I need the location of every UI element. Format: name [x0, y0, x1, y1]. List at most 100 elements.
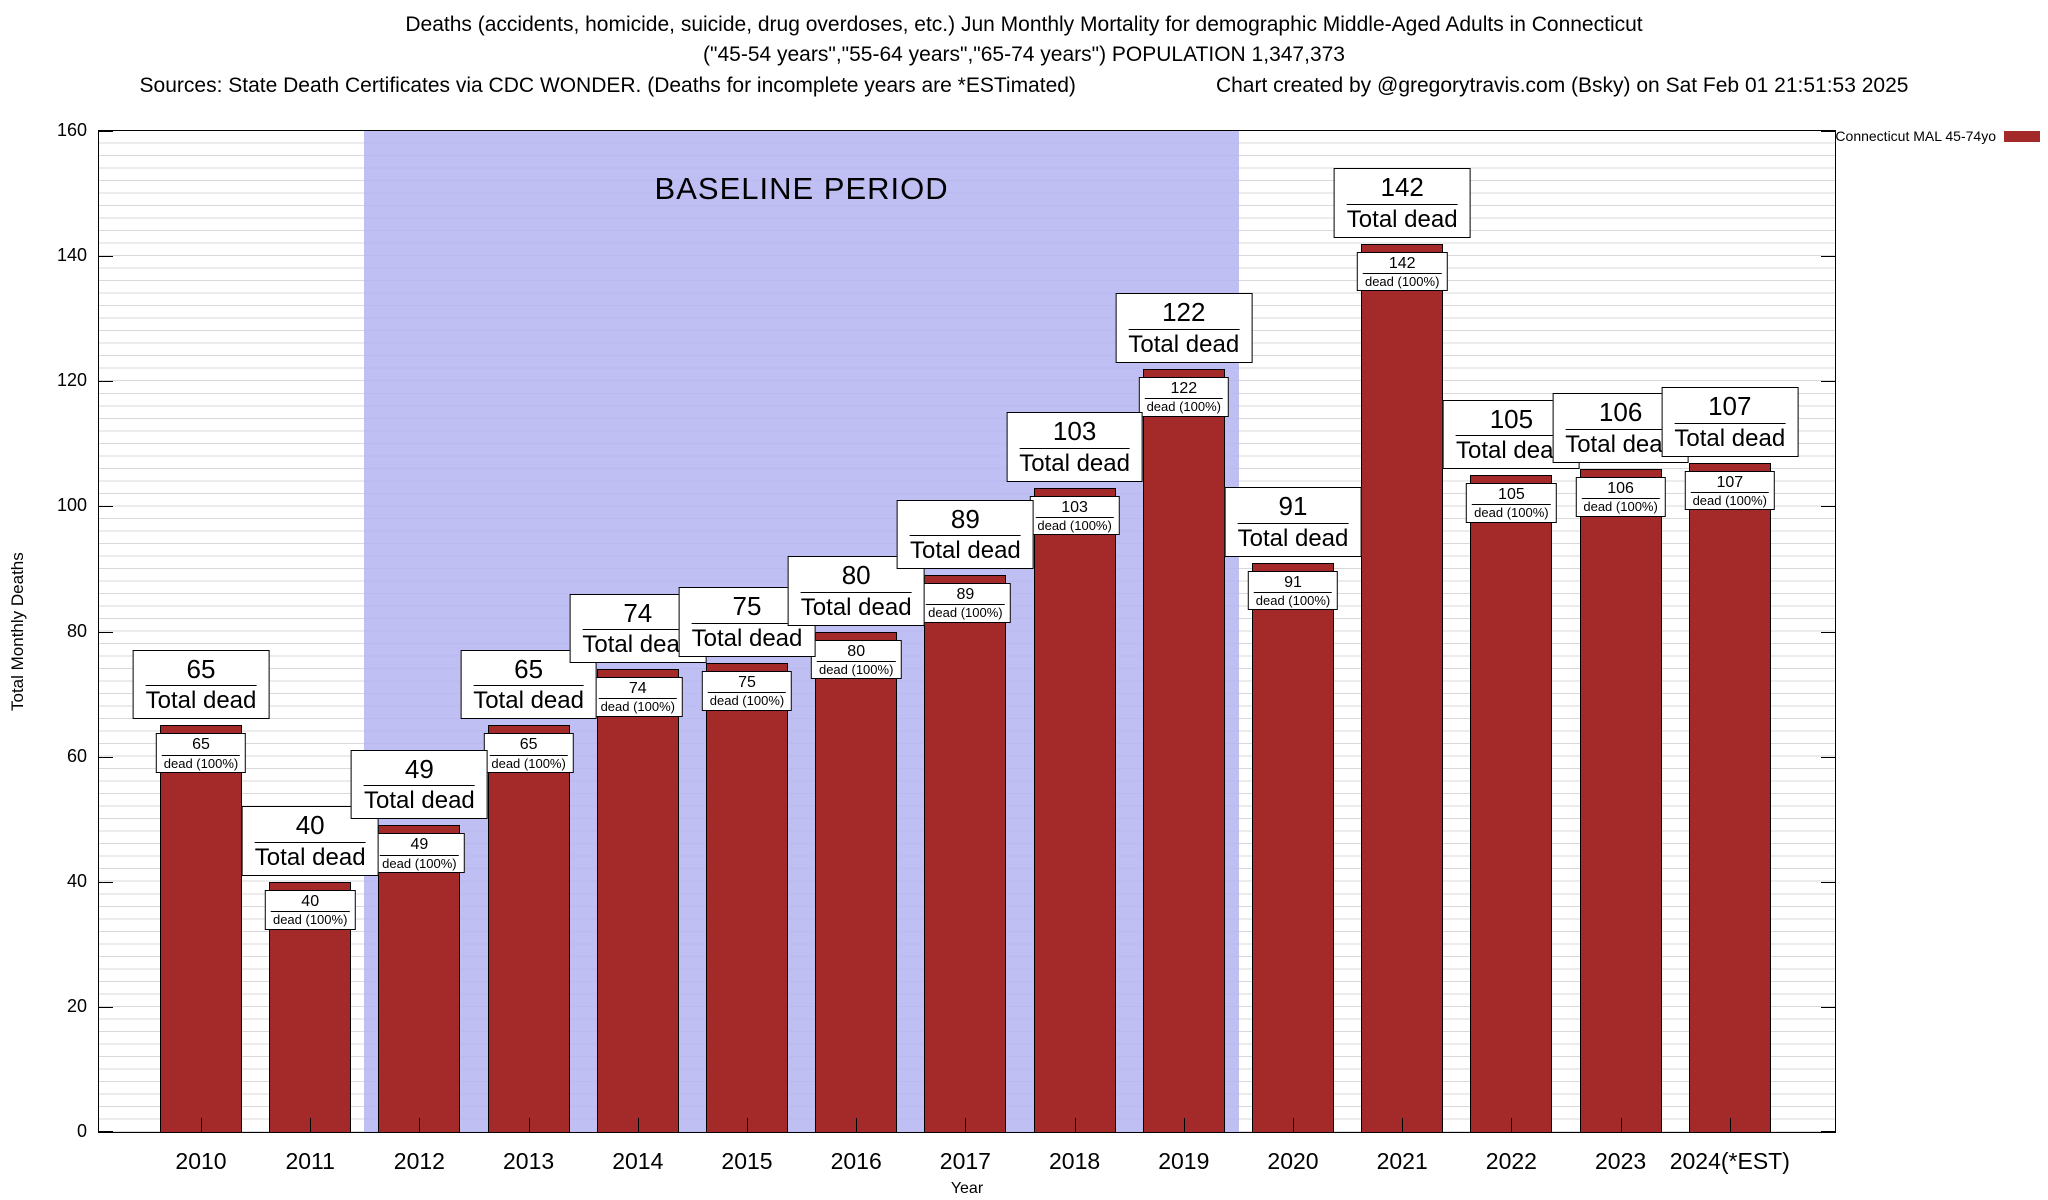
bar-inner-suffix: dead (100%) [1474, 505, 1549, 521]
x-category-label: 2023 [1595, 1148, 1647, 1174]
y-tick-label: 160 [56, 120, 87, 140]
bar-total-suffix: Total dead [1237, 524, 1349, 552]
y-tick-label: 100 [56, 495, 87, 516]
bar-total-value: 91 [1237, 490, 1349, 524]
sources-note: Sources: State Death Certificates via CD… [139, 73, 1076, 97]
x-axis-title: Year [950, 1180, 984, 1197]
bar-total-suffix: Total dead [254, 843, 366, 871]
bar-total-suffix: Total dead [1565, 430, 1676, 458]
chart-subheader: Sources: State Death Certificates via CD… [0, 71, 2048, 101]
bar-total-value: 75 [691, 590, 803, 624]
x-category-label: 2010 [175, 1148, 227, 1174]
bar-inner-label: 142 dead (100%) [1356, 251, 1448, 292]
bar-total-suffix: Total dead [145, 687, 257, 715]
bar-inner-label: 49 dead (100%) [374, 833, 465, 874]
bar-total-value: 107 [1674, 390, 1786, 424]
bar-inner-value: 106 [1581, 479, 1660, 500]
bar-inner-value: 142 [1362, 254, 1442, 274]
bar-inner-label: 122 dead (100%) [1138, 376, 1230, 417]
bar [1252, 562, 1334, 1132]
bar-total-value: 89 [910, 503, 1021, 537]
x-tick-mark [310, 1118, 312, 1132]
bar-inner-suffix: dead (100%) [709, 692, 785, 708]
chart-title-line2: ("45-54 years","55-64 years","65-74 year… [703, 43, 1345, 67]
bar-inner-value: 74 [598, 679, 678, 700]
bar-total-value: 65 [145, 653, 257, 687]
y-tick-mark-right [1821, 881, 1835, 883]
bar-inner-suffix: dead (100%) [491, 755, 566, 771]
y-tick-mark-right [1821, 631, 1835, 633]
bar [924, 575, 1007, 1132]
x-category-label: 2022 [1485, 1148, 1537, 1174]
x-category-label: 2019 [1158, 1148, 1210, 1174]
credit-note: Chart created by @gregorytravis.com (Bsk… [1215, 73, 1909, 97]
bar-total-suffix: Total dead [800, 593, 912, 621]
bar-inner-value: 107 [1690, 473, 1770, 493]
y-tick-mark-left [99, 381, 113, 383]
bar-inner-suffix: dead (100%) [1037, 517, 1112, 533]
bar-total-label: 107 Total dead [1661, 387, 1799, 457]
bar [596, 669, 679, 1132]
legend-swatch [2004, 130, 2040, 142]
y-tick-mark-left [99, 1006, 113, 1008]
bar-total-suffix: Total dead [1346, 205, 1458, 233]
x-category-label: 2015 [721, 1148, 773, 1174]
bar-total-suffix: Total dead [582, 631, 694, 659]
x-tick-mark [747, 1118, 748, 1132]
x-tick-mark [1729, 1118, 1731, 1132]
x-category-label: 2017 [939, 1148, 991, 1174]
bar-total-value: 105 [1456, 403, 1567, 437]
bar [1579, 468, 1662, 1132]
y-tick-mark-left [99, 256, 113, 258]
bar-inner-value: 65 [489, 735, 568, 756]
bar-inner-value: 122 [1144, 379, 1224, 399]
bar-total-value: 103 [1019, 415, 1130, 449]
y-tick-mark-right [1821, 1131, 1835, 1132]
bar [487, 725, 570, 1132]
bar [1033, 487, 1116, 1132]
bar-inner-suffix: dead (100%) [928, 605, 1003, 621]
x-tick-mark [1402, 1118, 1404, 1132]
bar-inner-suffix: dead (100%) [1692, 492, 1768, 508]
bar-total-suffix: Total dead [473, 687, 584, 715]
baseline-period-label: BASELINE PERIOD [654, 171, 949, 206]
bar-inner-value: 89 [926, 585, 1005, 606]
bar-inner-value: 80 [816, 642, 896, 662]
bar-inner-label: 89 dead (100%) [920, 583, 1011, 623]
y-tick-label: 120 [56, 370, 87, 391]
x-category-label: 2020 [1267, 1148, 1319, 1174]
bar-inner-value: 49 [380, 835, 459, 856]
y-tick-mark-right [1821, 756, 1835, 758]
x-tick-mark [201, 1118, 202, 1132]
legend-label: Connecticut MAL 45-74yo [1835, 128, 1996, 144]
y-tick-mark-left [99, 881, 113, 883]
bar-total-value: 142 [1346, 171, 1458, 205]
bar-inner-label: 65 dead (100%) [483, 733, 574, 774]
y-tick-mark-left [99, 506, 113, 508]
bar [1688, 462, 1771, 1132]
y-tick-label: 80 [66, 620, 87, 641]
bar-inner-label: 91 dead (100%) [1247, 570, 1339, 611]
x-tick-mark [637, 1118, 639, 1132]
bar-total-label: 80 Total dead [787, 556, 925, 626]
bar-inner-suffix: dead (100%) [818, 661, 894, 677]
y-tick-mark-left [99, 756, 113, 758]
y-tick-label: 60 [66, 745, 87, 766]
bar-inner-value: 75 [707, 673, 787, 693]
bar-total-label: 49 Total dead [351, 749, 488, 820]
bar-total-label: 40 Total dead [241, 806, 379, 876]
x-category-label: 2013 [503, 1148, 555, 1174]
bar-inner-suffix: dead (100%) [1583, 499, 1658, 515]
chart-header: Deaths (accidents, homicide, suicide, dr… [0, 10, 2048, 101]
x-tick-mark [1074, 1118, 1076, 1132]
bar-total-suffix: Total dead [1456, 437, 1567, 465]
x-category-label: 2012 [393, 1148, 445, 1174]
bar-inner-label: 74 dead (100%) [592, 677, 684, 717]
bar [706, 662, 788, 1132]
bar-inner-label: 80 dead (100%) [810, 639, 902, 680]
y-tick-mark-right [1821, 131, 1835, 132]
bar-inner-value: 105 [1472, 485, 1551, 506]
bar-inner-suffix: dead (100%) [600, 699, 676, 715]
bar-inner-label: 107 dead (100%) [1684, 470, 1776, 511]
x-tick-mark [528, 1118, 530, 1132]
